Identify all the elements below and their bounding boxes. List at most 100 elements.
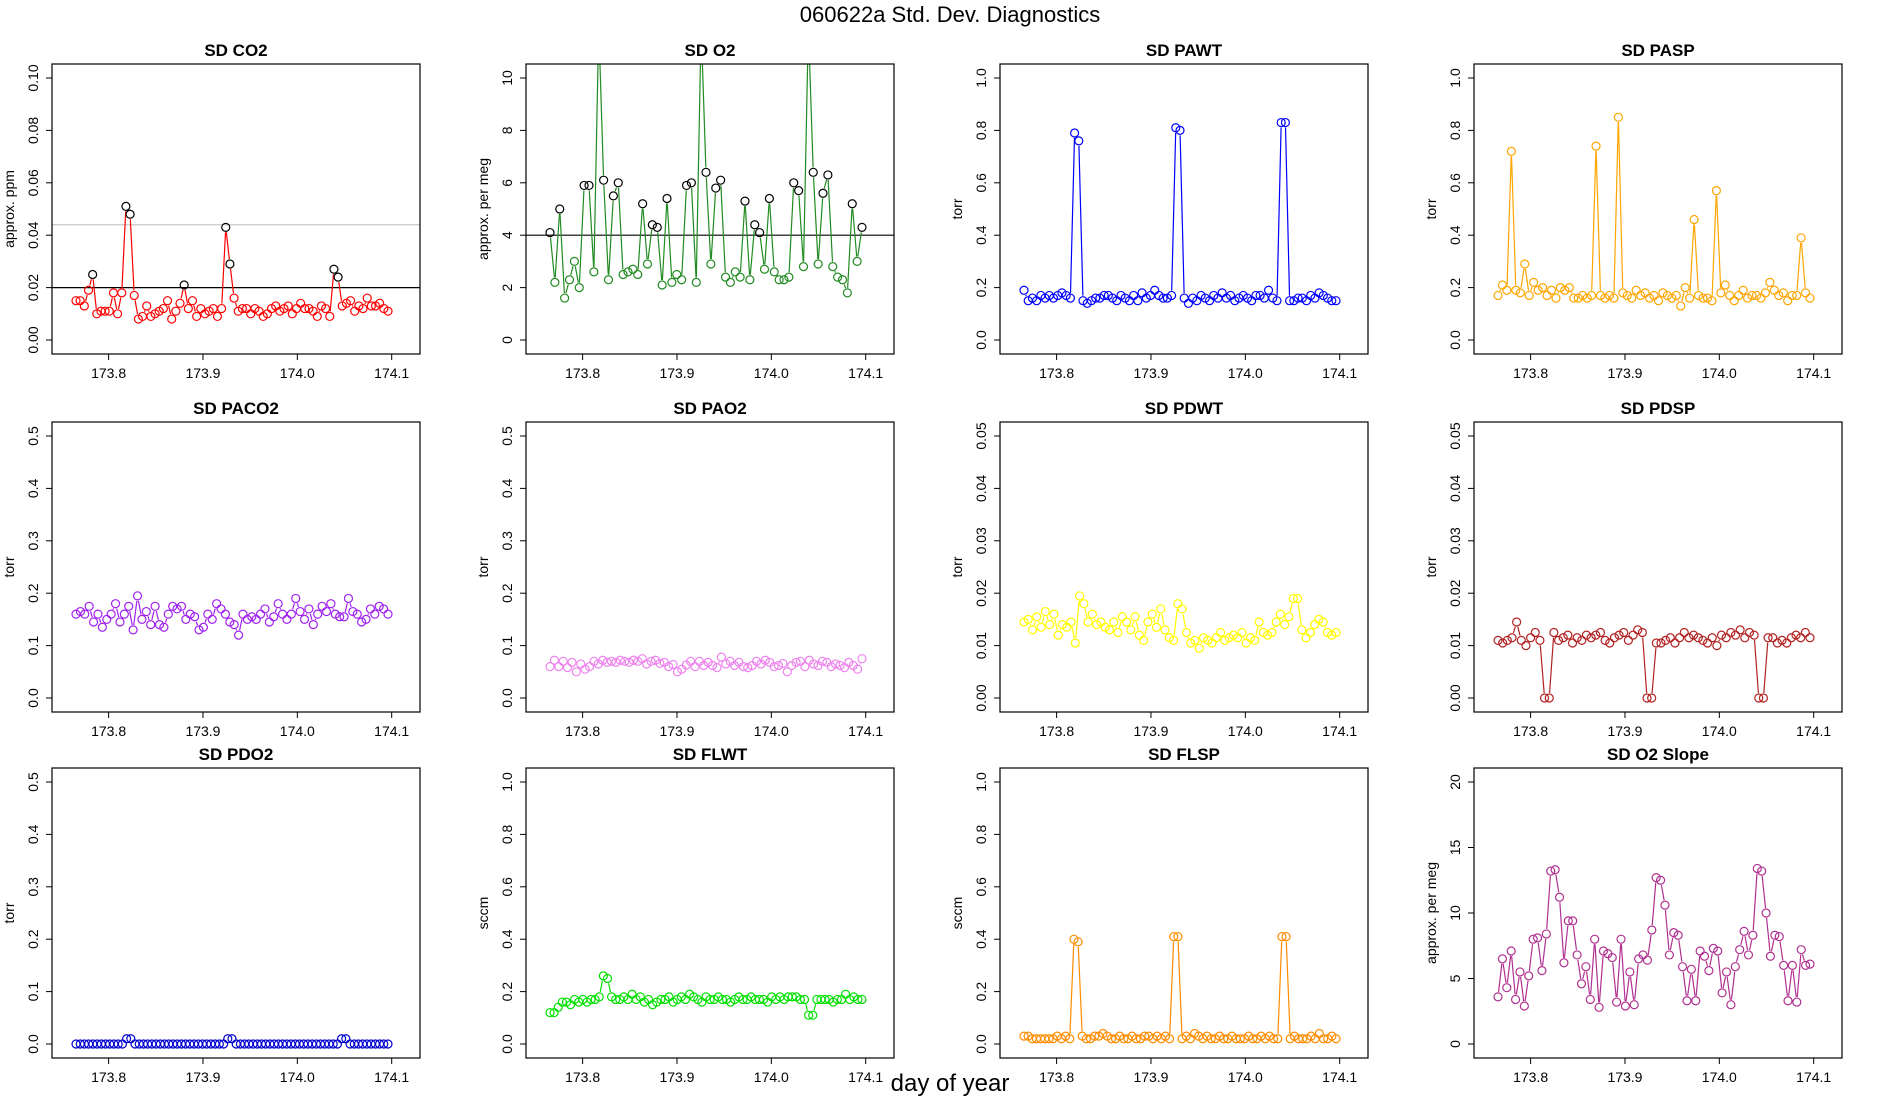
data-point: [1800, 627, 1810, 638]
data-point: [1045, 620, 1055, 630]
data-point: [1670, 638, 1680, 648]
x-tick-label: 173.8: [1039, 365, 1074, 381]
x-tick-label: 174.0: [1702, 365, 1737, 381]
plot-frame: [51, 63, 421, 355]
data-point: [837, 275, 848, 285]
series-segment: [1075, 600, 1080, 639]
series-segment: [1711, 195, 1717, 296]
data-point: [366, 301, 376, 311]
x-tick-label: 173.8: [1513, 365, 1548, 381]
y-tick-label: 0.00: [25, 326, 41, 353]
series-segment: [1285, 941, 1291, 1034]
data-point: [1774, 290, 1784, 301]
data-point: [1081, 1034, 1092, 1044]
x-tick-label: 174.0: [280, 1069, 315, 1085]
series-segment: [1071, 626, 1075, 639]
data-point: [560, 293, 570, 303]
data-point: [264, 617, 274, 627]
series-segment: [549, 237, 555, 278]
data-point: [1235, 1034, 1245, 1044]
series-segment: [1695, 955, 1701, 996]
data-point: [571, 667, 581, 677]
series-segment: [1577, 959, 1582, 979]
series-segment: [121, 211, 127, 288]
panel-sd-pdo2: SD PDO2 torr 0.0 0.1 0.2 0.3 0.4 0.5 173.8 173.9 1…: [1, 745, 421, 1085]
y-tick-label: 0.1: [499, 636, 515, 656]
series-segment: [1693, 224, 1699, 291]
data-point: [1623, 635, 1633, 645]
data-point: [124, 601, 134, 611]
series-segment: [1084, 608, 1088, 618]
series-segment: [1173, 608, 1178, 636]
y-tick-label: 0.03: [973, 527, 989, 554]
data-point: [129, 290, 139, 301]
data-point: [1631, 285, 1641, 295]
data-point: [1796, 633, 1806, 643]
x-tick-label: 174.0: [280, 723, 315, 739]
data-point: [172, 604, 182, 614]
series-segment: [603, 185, 609, 275]
series-segment: [1718, 639, 1721, 642]
data-point: [299, 614, 310, 625]
data-point: [1765, 277, 1775, 287]
data-point: [1284, 612, 1294, 622]
data-point: [664, 661, 674, 672]
series-segment: [1765, 917, 1771, 952]
data-point: [1642, 955, 1653, 965]
y-tick-label: 0.4: [25, 478, 41, 498]
data-point: [1251, 290, 1261, 301]
data-point: [1738, 285, 1748, 295]
data-point: [589, 267, 599, 277]
data-point: [1511, 285, 1521, 295]
data-point: [1707, 296, 1717, 306]
series-segment: [89, 279, 92, 286]
data-point: [1194, 643, 1204, 653]
data-point: [115, 617, 125, 627]
series-segment: [1800, 242, 1806, 288]
series-segment: [129, 611, 133, 626]
data-point: [1318, 617, 1328, 627]
data-point: [269, 612, 279, 622]
data-point: [121, 1034, 132, 1044]
panel-title: SD PDSP: [1621, 399, 1696, 418]
data-point: [175, 298, 185, 308]
data-point: [1783, 296, 1793, 306]
data-point: [550, 277, 560, 287]
data-point: [1493, 992, 1503, 1002]
series-segment: [1555, 874, 1560, 893]
series-segment: [1078, 145, 1084, 296]
series-segment: [212, 608, 216, 615]
data-point: [1765, 951, 1776, 961]
data-point: [754, 994, 764, 1005]
series-segment: [759, 237, 765, 265]
x-tick-label: 173.9: [1607, 1069, 1642, 1085]
data-point: [799, 994, 810, 1005]
y-tick-label: 8: [499, 126, 515, 134]
data-point: [196, 303, 206, 314]
data-point: [1742, 293, 1753, 303]
data-point: [207, 614, 217, 625]
series-segment: [1572, 925, 1578, 951]
data-point: [1049, 609, 1059, 619]
data-point: [335, 612, 345, 622]
data-point: [1707, 633, 1717, 643]
data-point: [804, 1010, 814, 1020]
data-point: [110, 599, 121, 609]
y-tick-label: 0.2: [25, 929, 41, 949]
y-tick-label: 0.2: [973, 278, 989, 298]
data-point: [1800, 288, 1811, 298]
series-segment: [617, 187, 624, 270]
data-point: [1716, 630, 1727, 640]
series-segment: [812, 177, 819, 260]
series-segment: [1182, 613, 1187, 628]
y-tick-label: 0.6: [1447, 173, 1463, 193]
data-point: [1792, 997, 1802, 1007]
series-segment: [599, 64, 605, 176]
series-segment: [274, 608, 278, 613]
series-segment: [834, 270, 837, 273]
y-tick-label: 0.02: [25, 274, 41, 301]
data-point: [1331, 296, 1341, 306]
series-segment: [1796, 954, 1802, 998]
data-point: [740, 196, 750, 206]
panel-title: SD CO2: [204, 41, 267, 60]
